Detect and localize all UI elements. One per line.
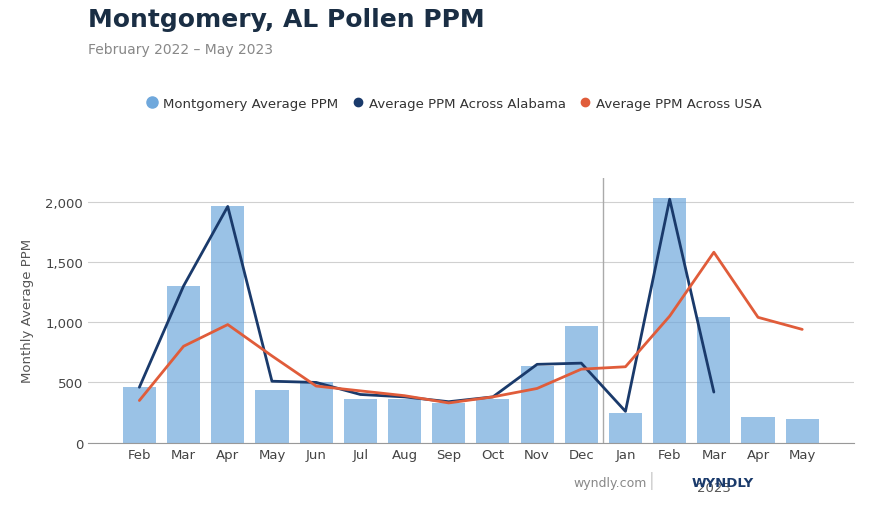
Text: W: W [670, 480, 681, 490]
Text: Montgomery, AL Pollen PPM: Montgomery, AL Pollen PPM [88, 8, 485, 32]
Bar [565, 326, 598, 443]
Text: February 2022 – May 2023: February 2022 – May 2023 [88, 43, 273, 57]
Y-axis label: Monthly Average PPM: Monthly Average PPM [21, 239, 34, 382]
Bar [255, 390, 289, 443]
Bar [786, 419, 818, 443]
Bar [742, 417, 774, 443]
Bar [167, 287, 200, 443]
Bar [653, 199, 686, 443]
Bar [476, 400, 510, 443]
Bar [520, 366, 554, 443]
Bar [299, 383, 333, 443]
Text: wyndly.com: wyndly.com [574, 476, 647, 489]
Text: |: | [649, 471, 654, 489]
Bar [609, 413, 642, 443]
Text: WYNDLY: WYNDLY [692, 476, 754, 489]
Bar [344, 400, 377, 443]
Bar [432, 403, 466, 443]
Bar [697, 318, 730, 443]
Text: 2023: 2023 [697, 482, 730, 494]
Bar [388, 400, 422, 443]
Bar [123, 387, 156, 443]
Legend: Montgomery Average PPM, Average PPM Across Alabama, Average PPM Across USA: Montgomery Average PPM, Average PPM Acro… [143, 92, 767, 116]
Bar [211, 207, 245, 443]
